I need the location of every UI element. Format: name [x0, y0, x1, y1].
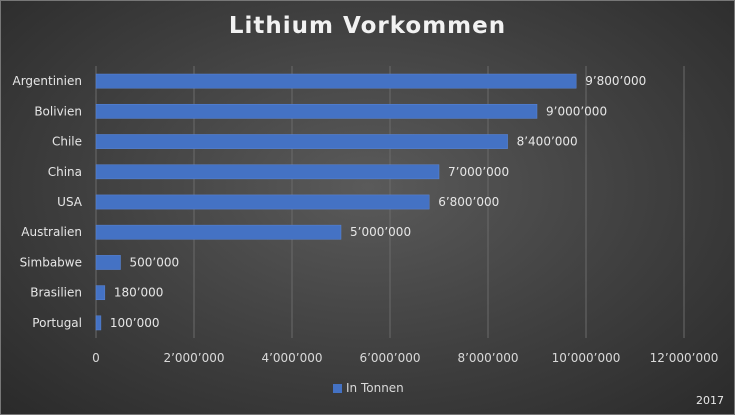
data-label: 5’000’000 [350, 225, 411, 239]
x-tick-label: 12’000’000 [650, 351, 719, 365]
bar [95, 194, 430, 210]
bar [95, 255, 121, 270]
data-label: 7’000’000 [448, 165, 509, 179]
x-tick-label: 10’000’000 [552, 351, 621, 365]
data-label: 500’000 [130, 255, 180, 269]
bar [95, 103, 538, 119]
bar [95, 224, 342, 240]
chart-title: Lithium Vorkommen [228, 13, 507, 39]
category-label: Brasilien [30, 286, 82, 300]
category-label: Chile [52, 135, 82, 149]
x-tick-label: 6’000’000 [359, 351, 420, 365]
category-label: China [48, 165, 82, 179]
category-label: Simbabwe [20, 255, 82, 269]
legend-label: In Tonnen [346, 381, 404, 395]
bar [95, 73, 577, 89]
x-tick-label: 0 [92, 351, 100, 365]
bar [95, 164, 440, 180]
category-label: Portugal [32, 316, 82, 330]
x-tick-label: 4’000’000 [261, 351, 322, 365]
category-label: Argentinien [12, 74, 82, 88]
data-label: 180’000 [114, 286, 164, 300]
category-label: USA [57, 195, 83, 209]
data-label: 6’800’000 [438, 195, 499, 209]
legend-swatch [333, 383, 342, 393]
x-tick-label: 8’000’000 [457, 351, 518, 365]
x-tick-label: 2’000’000 [163, 351, 224, 365]
legend: In Tonnen [333, 381, 404, 395]
data-label: 100’000 [110, 316, 160, 330]
data-label: 9’000’000 [546, 104, 607, 118]
bar [95, 134, 508, 149]
data-label: 8’400’000 [517, 135, 578, 149]
data-label: 9’800’000 [585, 74, 646, 88]
year-footnote: 2017 [696, 394, 724, 407]
category-label: Bolivien [34, 104, 82, 118]
bar [95, 285, 106, 301]
bar [95, 315, 102, 331]
category-label: Australien [21, 225, 82, 239]
